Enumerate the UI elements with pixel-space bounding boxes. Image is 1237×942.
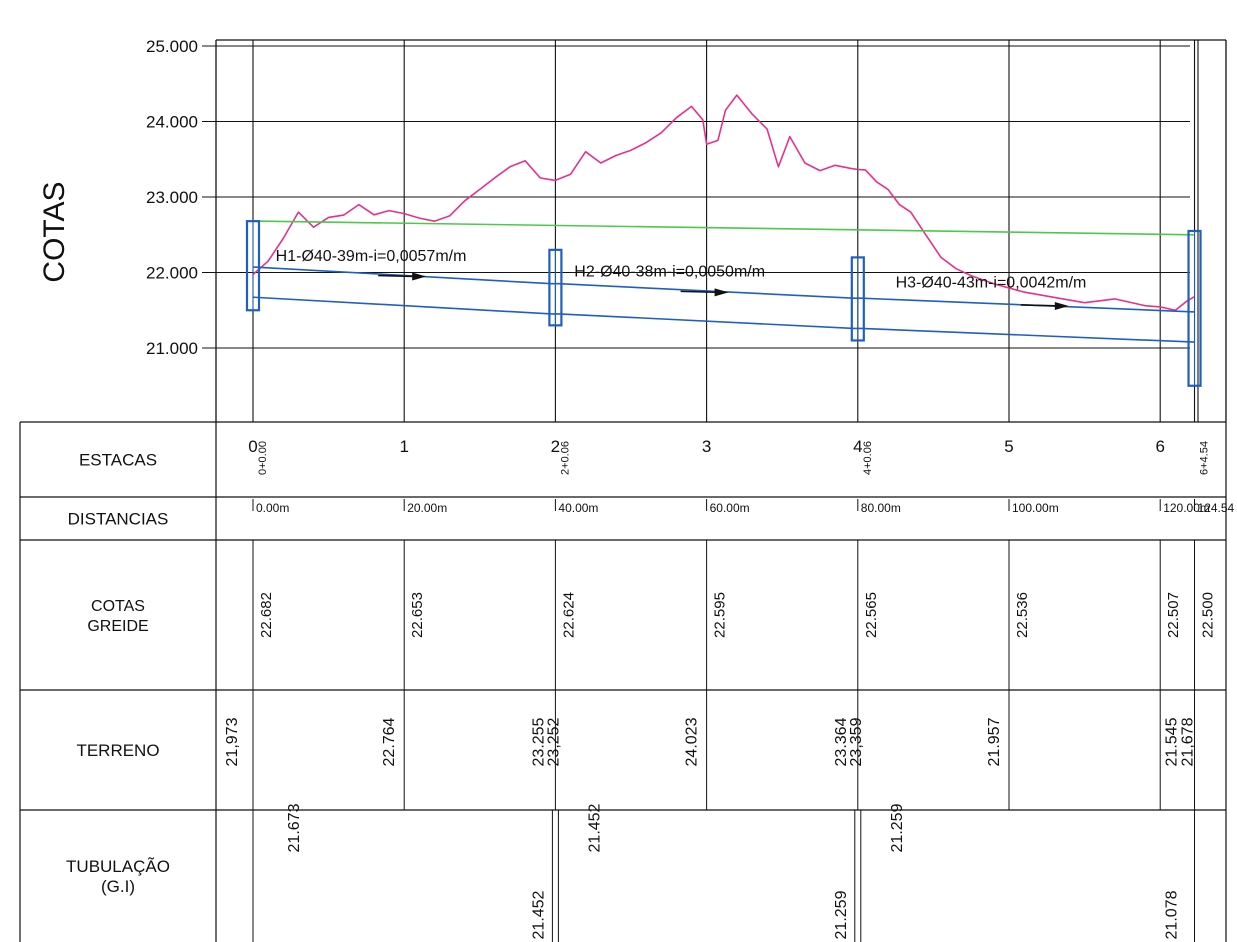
y-ticks: 25.000 24.000 23.000 22.000 21.000 <box>146 37 198 358</box>
row-label-cotas_greide: COTAS <box>91 598 145 615</box>
estaca-label: 6 <box>1155 437 1164 456</box>
greide-value: 22.595 <box>712 592 729 638</box>
y-tick-label: 24.000 <box>146 113 198 132</box>
row-label-tubulacao: TUBULAÇÃO <box>66 857 170 876</box>
estaca-label: 4 <box>853 437 862 456</box>
distance-label: 120.00m <box>1163 501 1210 515</box>
estaca-sublabel: 6+4.54 <box>1199 441 1211 475</box>
segment-annotation: H3-Ø40-43m-i=0,0042m/m <box>896 275 1087 292</box>
series-line-greide <box>252 220 1195 236</box>
greide-value: 22.500 <box>1200 592 1217 638</box>
terrain-value: 21.545 <box>1164 717 1181 766</box>
y-tick-label: 21.000 <box>146 339 198 358</box>
greide-value: 22.565 <box>863 592 880 638</box>
manholes <box>245 220 1202 387</box>
terrain-value: 23,359 <box>848 717 865 766</box>
tube-value: 21.259 <box>833 890 850 939</box>
tube-value: 21.452 <box>586 803 603 852</box>
flow-arrow-head <box>412 272 427 281</box>
annotations: H1-Ø40-39m-i=0,0057m/m H2-Ø40-38m-i=0,005… <box>276 248 1087 291</box>
flow-arrow-line <box>680 290 721 294</box>
terrain-value: 21,678 <box>1180 717 1197 766</box>
row-label-distancias: DISTANCIAS <box>68 510 169 529</box>
distance-label: 0.00m <box>256 501 289 515</box>
series <box>252 94 1195 343</box>
terrain-value: 23.255 <box>530 717 547 766</box>
y-tick-label: 22.000 <box>146 264 198 283</box>
estaca-sublabel: 2+0.06 <box>559 441 571 475</box>
tube-value: 21.078 <box>1164 890 1181 939</box>
distance-label: 124.54 <box>1198 501 1235 515</box>
distance-label: 20.00m <box>407 501 447 515</box>
tube-value: 21.452 <box>530 890 547 939</box>
greide-value: 22.507 <box>1165 592 1182 638</box>
segment-annotation: H1-Ø40-39m-i=0,0057m/m <box>276 248 467 265</box>
greide-value: 22.536 <box>1014 592 1031 638</box>
y-tick-label: 25.000 <box>146 37 198 56</box>
tube-value: 21.673 <box>286 803 303 852</box>
row-label-terreno: TERRENO <box>76 741 159 760</box>
estaca-label: 0 <box>248 437 257 456</box>
terrain-value: 23,252 <box>545 717 562 766</box>
series-line-tube_top <box>252 266 1195 313</box>
flow-arrow-head <box>714 288 729 297</box>
row-label-tubulacao: (G.I) <box>101 877 135 896</box>
estaca-sublabel: 4+0.06 <box>862 441 874 475</box>
profile-table: ESTACAS DISTANCIAS COTAS GREIDE TERRENO TUBUL… <box>19 421 1235 942</box>
series-line-tube_bottom <box>252 296 1195 343</box>
row-label-estacas: ESTACAS <box>79 451 157 470</box>
estaca-label: 1 <box>399 437 408 456</box>
terrain-value: 22.764 <box>381 717 398 766</box>
estaca-label: 3 <box>702 437 711 456</box>
flow-arrow-head <box>1054 301 1069 310</box>
flow-arrow-line <box>378 274 419 278</box>
distance-label: 60.00m <box>710 501 750 515</box>
tube-value: 21.259 <box>889 803 906 852</box>
series-line-terrain <box>252 94 1195 312</box>
grid <box>202 39 1227 422</box>
y-axis-label: COTAS <box>38 181 71 282</box>
estaca-label: 2 <box>551 437 560 456</box>
terrain-value: 21,973 <box>224 717 241 766</box>
distance-label: 100.00m <box>1012 501 1059 515</box>
greide-value: 22.682 <box>258 592 275 638</box>
greide-value: 22.653 <box>409 592 426 638</box>
greide-value: 22.624 <box>560 592 577 638</box>
segment-annotation: H2-Ø40-38m-i=0,0050m/m <box>574 263 765 280</box>
estaca-label: 5 <box>1004 437 1013 456</box>
distance-label: 40.00m <box>558 501 598 515</box>
distance-label: 80.00m <box>861 501 901 515</box>
terrain-value: 21.957 <box>986 717 1003 766</box>
y-tick-label: 23.000 <box>146 188 198 207</box>
flow-arrow-line <box>1020 304 1061 307</box>
estaca-sublabel: 0+0.00 <box>257 441 269 475</box>
terrain-value: 24.023 <box>684 717 701 766</box>
terrain-value: 23.364 <box>833 717 850 766</box>
row-label-cotas_greide: GREIDE <box>87 618 148 635</box>
